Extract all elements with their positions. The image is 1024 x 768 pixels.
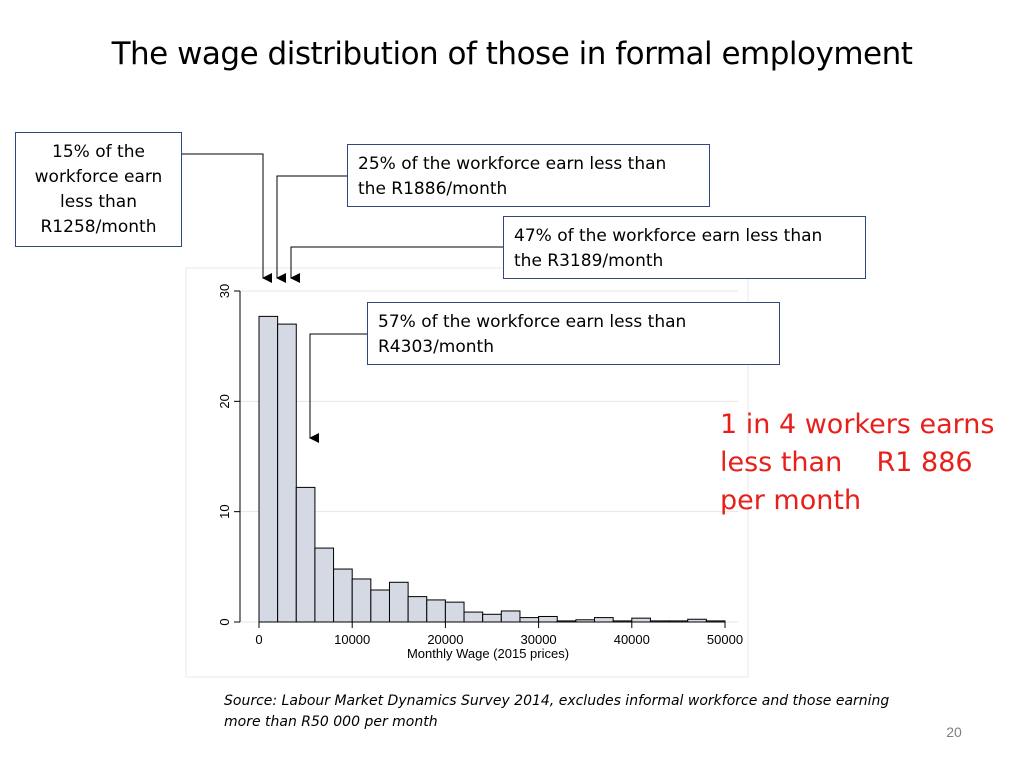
- connector-25: [276, 175, 347, 283]
- source-note: Source: Labour Market Dynamics Survey 20…: [224, 693, 890, 730]
- callout-line: R4303/month: [378, 337, 494, 357]
- bars-group: [258, 315, 726, 623]
- callout-57-percent: 57% of the workforce earn less than R430…: [367, 302, 780, 365]
- callout-line: 25% of the workforce earn less than: [358, 154, 667, 174]
- y-tick-label: 0: [217, 618, 232, 625]
- callout-line: workforce earn: [34, 167, 163, 187]
- page-number: 20: [946, 724, 962, 740]
- x-tick-label: 20000: [427, 632, 463, 647]
- connector-57: [309, 333, 367, 443]
- x-axis-label: Monthly Wage (2015 prices): [407, 646, 569, 661]
- callout-15-percent: 15% of the workforce earn less than R125…: [15, 132, 182, 247]
- callout-25-percent: 25% of the workforce earn less than the …: [347, 144, 710, 207]
- callout-line: 15% of the: [52, 142, 145, 162]
- callout-line: 47% of the workforce earn less than: [514, 226, 823, 246]
- callout-line: less than: [60, 192, 137, 212]
- x-tick-label: 50000: [707, 632, 743, 647]
- y-tick-label: 30: [217, 284, 232, 298]
- y-tick-label: 10: [217, 504, 232, 518]
- x-tick-label: 10000: [334, 632, 370, 647]
- callout-47-percent: 47% of the workforce earn less than the …: [503, 216, 866, 279]
- axes: 0 10 20 30 0 10000 20000 30000 40000 50000: [217, 284, 743, 647]
- callout-line: R1258/month: [40, 217, 157, 237]
- y-tick-label: 20: [217, 394, 232, 408]
- callout-line: 57% of the workforce earn less than: [378, 312, 687, 332]
- callout-line: the R1886/month: [358, 179, 508, 199]
- highlight-note: 1 in 4 workers earns less than R1 886 pe…: [720, 409, 995, 516]
- x-tick-label: 0: [255, 632, 262, 647]
- x-tick-label: 30000: [521, 632, 557, 647]
- x-tick-label: 40000: [614, 632, 650, 647]
- connector-15: [182, 153, 272, 283]
- connector-47: [290, 246, 503, 283]
- page-title: The wage distribution of those in formal…: [111, 36, 913, 72]
- callout-line: the R3189/month: [514, 251, 664, 271]
